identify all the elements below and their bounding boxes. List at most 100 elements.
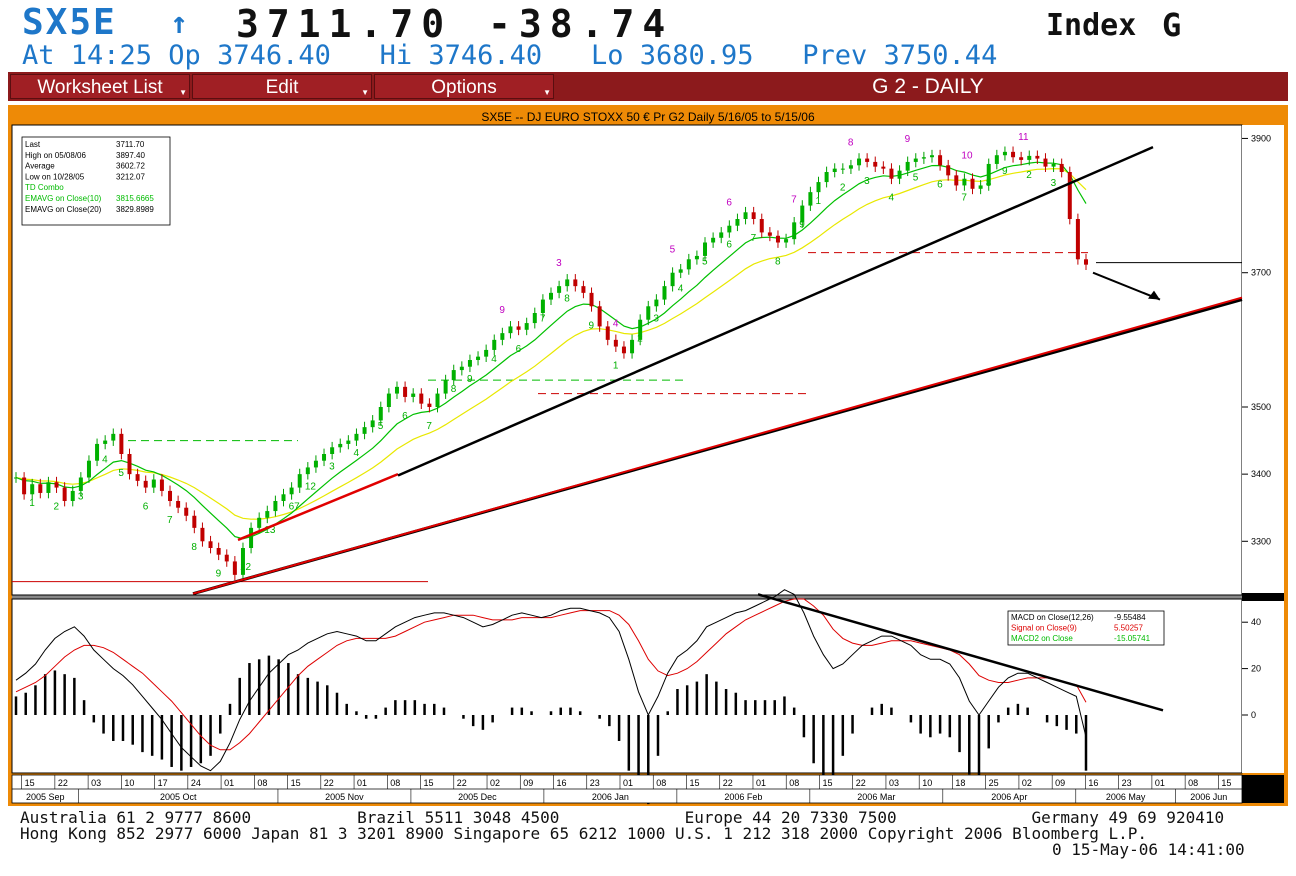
- day-tick-label: 08: [390, 778, 400, 788]
- candle-body: [540, 299, 545, 313]
- day-tick-label: 22: [723, 778, 733, 788]
- candle-body: [1059, 163, 1064, 172]
- td-count-green: 9: [216, 569, 222, 580]
- up-arrow-icon: ↑: [170, 6, 189, 41]
- ema20-line: [15, 167, 1087, 520]
- candle-body: [232, 561, 237, 575]
- candle-body: [759, 219, 764, 233]
- edit-button[interactable]: Edit ▼: [192, 74, 372, 99]
- day-tick-label: 22: [457, 778, 467, 788]
- candle-body: [362, 427, 367, 434]
- td-count-green: 8: [191, 542, 197, 553]
- dropdown-triangle-icon: ▼: [543, 88, 551, 97]
- candle-body: [289, 487, 294, 495]
- candle-body: [654, 299, 659, 307]
- day-tick-label: 24: [191, 778, 201, 788]
- candle-body: [881, 166, 886, 169]
- candle-body: [370, 420, 375, 428]
- candle-body: [330, 447, 335, 454]
- price-tick-label: 3400: [1251, 469, 1271, 479]
- candle-body: [151, 479, 156, 488]
- stats-label: Average: [25, 162, 55, 171]
- candle-body: [208, 541, 213, 548]
- macd-axis-bg: [1242, 599, 1284, 773]
- month-label: 2005 Oct: [160, 792, 197, 802]
- candle-body: [743, 212, 748, 219]
- month-label: 2005 Sep: [26, 792, 65, 802]
- macd-histogram: [14, 655, 1088, 805]
- options-button[interactable]: Options ▼: [374, 74, 554, 99]
- candle-body: [646, 306, 651, 320]
- candle-body: [184, 507, 189, 516]
- candle-body: [419, 393, 424, 404]
- dropdown-triangle-icon: ▼: [179, 88, 187, 97]
- candle-body: [1011, 151, 1016, 158]
- candle-body: [476, 356, 481, 360]
- candle-body: [719, 232, 724, 238]
- month-label: 2005 Dec: [458, 792, 497, 802]
- day-tick-label: 01: [756, 778, 766, 788]
- td-count-green: 5: [913, 173, 919, 184]
- macd-tick-label: 0: [1251, 710, 1256, 720]
- day-tick-label: 02: [1022, 778, 1032, 788]
- candle-body: [1043, 158, 1048, 167]
- td-count-green: 1: [613, 361, 619, 372]
- arrow-head-icon: [1148, 290, 1160, 300]
- edit-label: Edit: [265, 77, 299, 98]
- macd-legend-label: Signal on Close(9): [1011, 624, 1077, 633]
- mid-trendline-black: [397, 146, 1154, 477]
- candle-body: [427, 403, 432, 407]
- candle-body: [711, 237, 716, 243]
- day-tick-label: 22: [324, 778, 334, 788]
- day-tick-label: 15: [1221, 778, 1231, 788]
- month-label: 2006 Jan: [592, 792, 629, 802]
- candle-body: [857, 158, 862, 166]
- td-count-green: 8: [451, 384, 457, 395]
- td-count-magenta: 9: [905, 134, 911, 145]
- price-chart[interactable]: SX5E -- DJ EURO STOXX 50 € Pr G2 Daily 5…: [8, 105, 1288, 806]
- macd-line: [15, 589, 1087, 772]
- month-label: 2006 Apr: [991, 792, 1027, 802]
- td-count-magenta: 4: [613, 319, 619, 330]
- day-tick-label: 16: [557, 778, 567, 788]
- day-tick-label: 10: [922, 778, 932, 788]
- long-trendline-red: [192, 296, 1243, 595]
- td-count-magenta: 7: [791, 194, 797, 205]
- td-count-green: 12: [305, 481, 317, 492]
- short-trendline-red: [237, 472, 399, 542]
- candle-body: [159, 479, 164, 491]
- day-tick-label: 15: [689, 778, 699, 788]
- candle-body: [686, 259, 691, 270]
- price-tick-label: 3500: [1251, 402, 1271, 412]
- td-count-green: 7: [961, 193, 967, 204]
- day-tick-label: 23: [590, 778, 600, 788]
- projection-arrow: [1092, 271, 1161, 301]
- td-count-green: 6: [937, 179, 943, 190]
- candle-body: [78, 477, 83, 491]
- candle-body: [516, 326, 521, 330]
- td-count-green: 6: [726, 240, 732, 251]
- dropdown-triangle-icon: ▼: [361, 88, 369, 97]
- macd-legend: MACD on Close(12,26) -9.55484 Signal on Cl…: [1007, 610, 1165, 646]
- candle-body: [1019, 157, 1024, 160]
- signal-line: [15, 598, 1087, 751]
- candle-body: [905, 161, 910, 171]
- candle-body: [994, 155, 999, 164]
- candle-body: [451, 370, 456, 381]
- macd-legend-value: 5.50257: [1114, 624, 1143, 633]
- day-tick-label: 22: [856, 778, 866, 788]
- month-label: 2006 May: [1106, 792, 1146, 802]
- candle-body: [946, 165, 951, 176]
- worksheet-list-button[interactable]: Worksheet List ▼: [10, 74, 190, 99]
- day-tick-label: 08: [789, 778, 799, 788]
- candle-body: [954, 175, 959, 186]
- candle-body: [589, 292, 594, 307]
- td-count-green: 2: [54, 502, 60, 513]
- td-count-green: 2: [1026, 170, 1032, 181]
- month-label: 2006 Feb: [724, 792, 762, 802]
- td-count-green: 12: [240, 562, 252, 573]
- worksheet-list-label: Worksheet List: [37, 77, 163, 98]
- stats-label: TD Combo: [25, 183, 64, 192]
- candle-body: [322, 454, 327, 461]
- candle-body: [694, 255, 699, 260]
